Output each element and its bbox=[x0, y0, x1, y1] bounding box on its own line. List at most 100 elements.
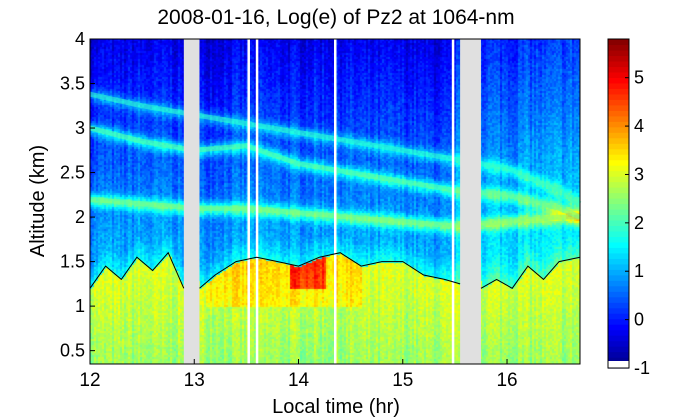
x-tick-label: 16 bbox=[496, 370, 517, 391]
colorbar-band bbox=[608, 44, 629, 51]
colorbar-band bbox=[608, 187, 629, 194]
data-gap-2 bbox=[460, 39, 481, 364]
colorbar-band bbox=[608, 225, 629, 232]
x-tick-label: 12 bbox=[79, 370, 100, 391]
colorbar-band bbox=[608, 340, 629, 347]
colorbar-band bbox=[608, 318, 629, 325]
chart-title: 2008-01-16, Log(e) of Pz2 at 1064-nm bbox=[157, 6, 514, 29]
data-gap-1 bbox=[183, 39, 200, 364]
colorbar-band bbox=[608, 93, 629, 100]
y-axis: 0.5 1 1.5 2 2.5 3 3.5 4 bbox=[60, 29, 95, 361]
colorbar-band bbox=[608, 252, 629, 259]
colorbar-band bbox=[608, 230, 629, 237]
colorbar-band bbox=[608, 154, 629, 161]
colorbar-band bbox=[608, 170, 629, 177]
colorbar-band bbox=[608, 247, 629, 254]
colorbar-band bbox=[608, 148, 629, 155]
colorbar-band bbox=[608, 236, 629, 243]
aerosol-layer-1 bbox=[89, 91, 582, 206]
y-tick-label: 0.5 bbox=[60, 341, 85, 361]
colorbar-tick-label: 1 bbox=[634, 261, 644, 281]
x-tick-label: 15 bbox=[392, 370, 413, 391]
x-tick-label: 13 bbox=[184, 370, 205, 391]
aerosol-layer-2 bbox=[89, 125, 581, 220]
colorbar-tick-label: 5 bbox=[634, 68, 644, 88]
colorbar-band bbox=[608, 285, 629, 292]
colorbar-tick-label: 3 bbox=[634, 164, 644, 184]
colorbar-band bbox=[608, 82, 629, 89]
boundary-layer-line-3 bbox=[480, 256, 581, 289]
colorbar-band bbox=[608, 99, 629, 106]
colorbar-band bbox=[608, 137, 629, 144]
colorbar-band bbox=[608, 159, 629, 166]
colorbar-band bbox=[608, 263, 629, 270]
colorbar-band bbox=[608, 214, 629, 221]
plot-frame bbox=[89, 38, 581, 365]
colorbar-band bbox=[608, 49, 629, 57]
colorbar-band bbox=[608, 192, 629, 199]
colorbar-band bbox=[608, 346, 629, 353]
colorbar-tick-label: 2 bbox=[634, 213, 644, 233]
colorbar-band bbox=[608, 126, 629, 133]
thin-gap-3 bbox=[334, 39, 337, 364]
colorbar-band bbox=[608, 280, 629, 287]
y-tick-label: 2.5 bbox=[60, 163, 85, 183]
colorbar-band bbox=[608, 351, 629, 358]
colorbar-band bbox=[608, 335, 629, 342]
colorbar-tick-label: 0 bbox=[634, 310, 644, 330]
y-axis-label: Altitude (km) bbox=[27, 145, 49, 257]
colorbar-band bbox=[608, 181, 629, 188]
y-tick-label: 2 bbox=[75, 207, 85, 227]
colorbar-band bbox=[608, 121, 629, 128]
colorbar-band bbox=[608, 165, 629, 172]
colorbar-band bbox=[608, 219, 629, 227]
colorbar-band bbox=[608, 258, 629, 265]
boundary-layer-line-2 bbox=[199, 252, 461, 289]
colorbar-frame bbox=[607, 38, 630, 369]
y-tick-label: 3.5 bbox=[60, 74, 85, 94]
colorbar-band bbox=[608, 143, 629, 150]
colorbar-band bbox=[608, 324, 629, 331]
colorbar-band bbox=[608, 208, 629, 216]
colorbar-band bbox=[608, 132, 629, 139]
colorbar-tick-label: -1 bbox=[634, 358, 650, 378]
colorbar-nodata bbox=[608, 361, 629, 368]
y-tick-label: 1 bbox=[75, 296, 85, 316]
colorbar-band bbox=[608, 110, 629, 117]
colorbar-band bbox=[608, 291, 629, 298]
colorbar-band bbox=[608, 71, 629, 78]
thin-gap-1 bbox=[247, 39, 250, 364]
colorbar-band bbox=[608, 104, 629, 111]
colorbar-band bbox=[608, 269, 629, 276]
thin-gap-4 bbox=[451, 39, 455, 364]
colorbar-band bbox=[608, 357, 629, 364]
colorbar-band bbox=[608, 274, 629, 281]
colorbar-band bbox=[608, 115, 629, 122]
y-tick-label: 3 bbox=[75, 118, 85, 138]
colorbar-band bbox=[608, 55, 629, 62]
colorbar-band bbox=[608, 176, 629, 183]
colorbar-band bbox=[608, 60, 629, 68]
aerosol-layer-3 bbox=[89, 196, 580, 229]
colorbar: -1 0 1 2 3 4 5 bbox=[607, 38, 650, 378]
x-axis-label: Local time (hr) bbox=[272, 396, 400, 418]
colorbar-band bbox=[608, 302, 629, 309]
colorbar-band bbox=[608, 198, 629, 205]
colorbar-band bbox=[608, 296, 629, 303]
colorbar-band bbox=[608, 77, 629, 84]
thin-gap-2 bbox=[255, 39, 259, 364]
y-tick-label: 4 bbox=[75, 29, 85, 49]
x-tick-label: 14 bbox=[288, 370, 310, 391]
colorbar-band bbox=[608, 313, 629, 320]
plot-area bbox=[89, 38, 582, 365]
colorbar-band bbox=[608, 88, 629, 95]
colorbar-band bbox=[608, 39, 629, 46]
y-tick-label: 1.5 bbox=[60, 252, 85, 272]
colorbar-band bbox=[608, 329, 629, 336]
colorbar-band bbox=[608, 203, 629, 210]
colorbar-band bbox=[608, 241, 629, 248]
x-axis: 12 13 14 15 16 bbox=[79, 359, 518, 391]
boundary-layer-line-1 bbox=[89, 251, 185, 289]
colorbar-tick-label: 4 bbox=[634, 116, 644, 136]
